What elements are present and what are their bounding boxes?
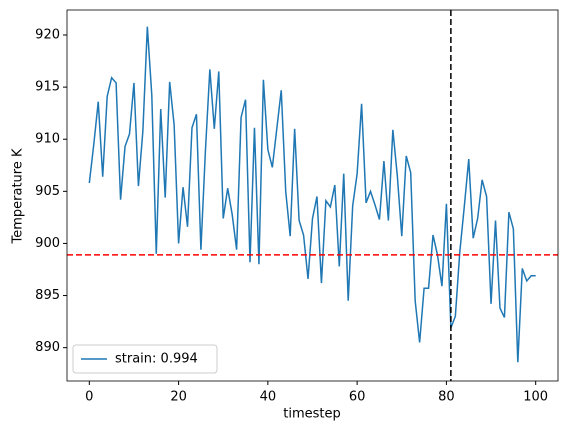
- legend-label: strain: 0.994: [115, 352, 198, 367]
- x-tick-label: 100: [523, 390, 548, 405]
- y-tick-label: 905: [35, 184, 60, 199]
- y-tick-label: 920: [35, 28, 60, 43]
- y-tick-label: 915: [35, 80, 60, 95]
- y-axis-label: Temperature K: [11, 148, 26, 244]
- y-tick-label: 900: [35, 236, 60, 251]
- data-line: [88, 26, 536, 363]
- x-tick-label: 20: [170, 390, 187, 405]
- y-tick-label: 890: [35, 340, 60, 355]
- x-tick-label: 60: [349, 390, 366, 405]
- x-tick-label: 0: [85, 390, 93, 405]
- y-tick-label: 910: [35, 132, 60, 147]
- x-tick-label: 80: [438, 390, 455, 405]
- x-tick-label: 40: [260, 390, 277, 405]
- legend-box: [72, 344, 218, 374]
- x-axis-label: timestep: [283, 407, 341, 422]
- y-tick-label: 895: [35, 288, 60, 303]
- plot-frame: [66, 9, 559, 382]
